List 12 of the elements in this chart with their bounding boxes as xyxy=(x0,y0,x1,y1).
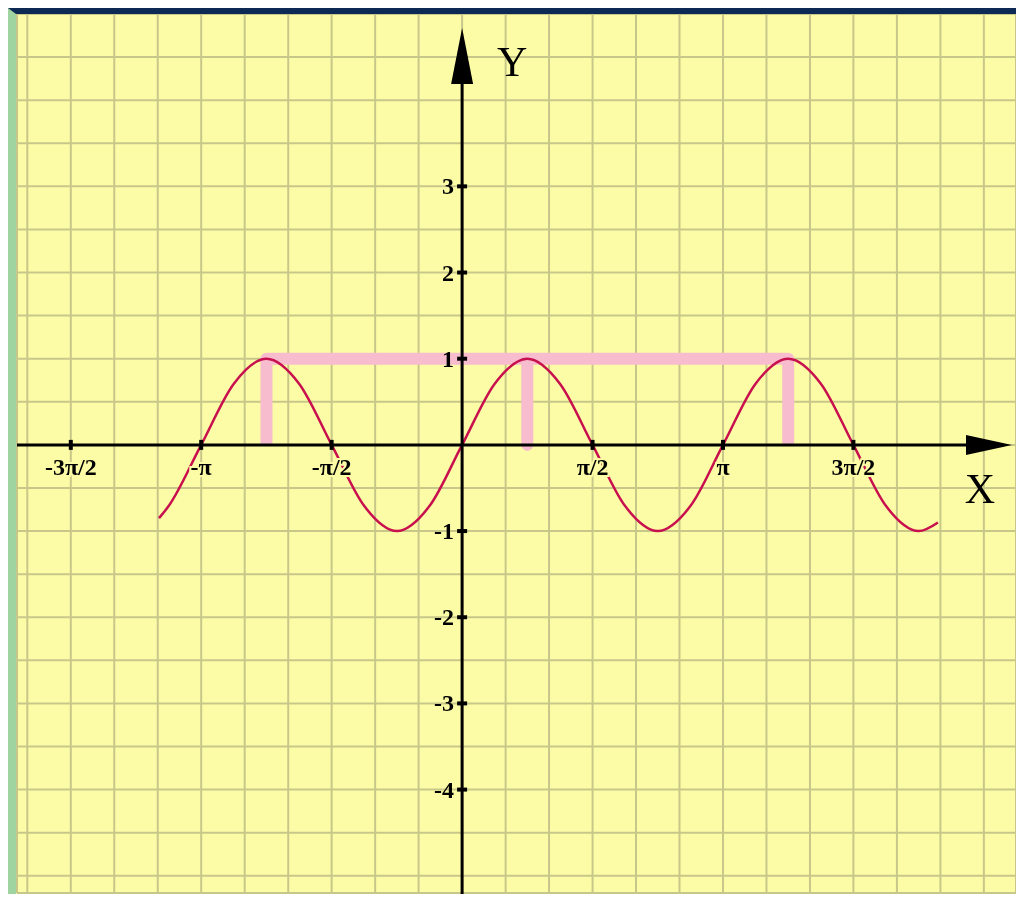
x-tick-label: -3π/2 xyxy=(44,453,97,480)
y-tick-label: -3 xyxy=(434,690,455,717)
y-tick-label: -2 xyxy=(434,604,455,631)
y-tick-label: -1 xyxy=(434,518,455,545)
y-tick-label: 2 xyxy=(442,259,455,286)
y-tick-label: 3 xyxy=(442,173,455,200)
y-tick-label: 1 xyxy=(442,345,455,372)
x-tick-label: π xyxy=(716,453,730,480)
x-tick-label: -π xyxy=(190,453,212,480)
y-axis-title: Y xyxy=(496,39,528,85)
y-tick-label: -4 xyxy=(434,776,455,803)
x-axis-title: X xyxy=(964,465,996,512)
